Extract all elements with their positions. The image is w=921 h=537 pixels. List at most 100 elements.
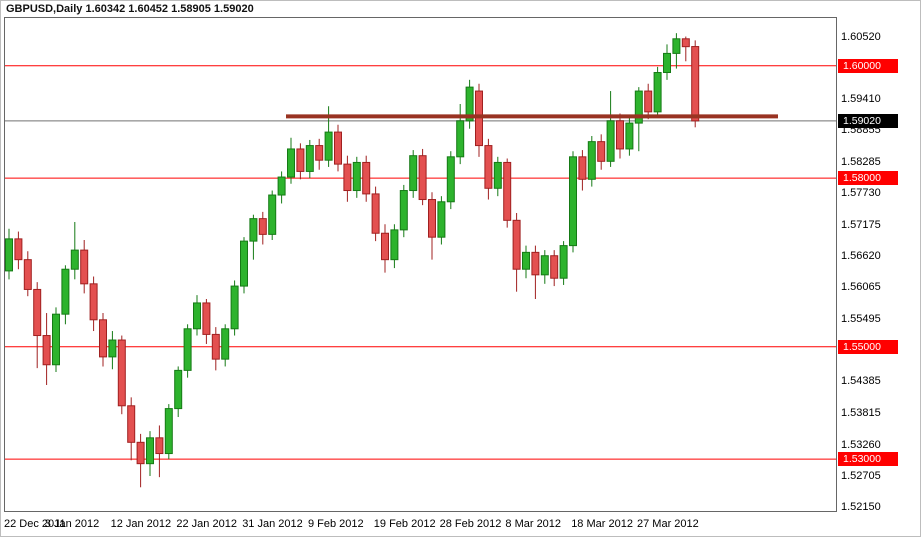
candle	[625, 122, 634, 150]
x-axis-label: 27 Mar 2012	[637, 518, 699, 530]
candle	[136, 441, 145, 465]
candle	[89, 283, 98, 321]
y-axis-tick: 1.55495	[841, 312, 881, 325]
candle	[277, 176, 286, 196]
candle	[14, 238, 23, 261]
price-level-badge: 1.53000	[838, 452, 898, 467]
candle	[362, 161, 371, 195]
candle	[352, 161, 361, 192]
x-axis-label: 9 Feb 2012	[308, 518, 364, 530]
x-axis-label: 28 Feb 2012	[439, 518, 502, 530]
candle	[99, 319, 107, 358]
candle	[540, 255, 549, 276]
candle	[155, 437, 164, 455]
candle	[315, 145, 324, 161]
candle	[240, 240, 248, 287]
candle	[503, 161, 512, 221]
candle	[221, 328, 230, 360]
x-axis-label: 31 Jan 2012	[242, 518, 303, 530]
candle	[653, 72, 662, 113]
candle	[522, 251, 530, 270]
candle	[61, 268, 70, 315]
candle	[42, 335, 51, 366]
candle	[324, 131, 333, 161]
candle	[146, 437, 154, 465]
candle	[597, 141, 606, 162]
x-axis-label: 8 Mar 2012	[505, 518, 562, 530]
candle	[287, 148, 295, 178]
candle	[512, 219, 521, 270]
y-axis-tick: 1.53260	[841, 438, 881, 451]
y-axis-tick: 1.60520	[841, 30, 881, 43]
candle	[634, 90, 643, 124]
candle	[127, 405, 136, 443]
candle	[52, 313, 60, 366]
x-axis-label: 12 Jan 2012	[110, 518, 172, 530]
candle	[33, 288, 42, 337]
y-axis-tick: 1.59410	[841, 92, 881, 105]
y-axis-tick: 1.53815	[841, 407, 881, 420]
candle	[672, 38, 681, 54]
candle	[559, 245, 568, 279]
candle	[296, 148, 305, 172]
candle	[230, 285, 239, 330]
candle	[465, 86, 474, 122]
candle	[437, 201, 446, 238]
candle	[174, 369, 183, 410]
candle	[587, 141, 596, 180]
candle	[268, 194, 277, 235]
y-axis-tick: 1.57730	[841, 187, 881, 200]
candle	[569, 156, 577, 247]
candle	[305, 145, 314, 172]
candle	[164, 408, 173, 455]
candle	[371, 193, 380, 234]
candle	[343, 163, 352, 192]
x-axis-label: 18 Mar 2012	[571, 518, 633, 530]
candle	[80, 249, 89, 285]
y-axis-tick: 1.54385	[841, 375, 881, 388]
candle	[202, 302, 211, 335]
current-price-badge: 1.59020	[838, 113, 898, 128]
candle	[456, 120, 465, 158]
candle	[606, 120, 615, 162]
plot-border	[4, 17, 837, 512]
chart-ohlc-title: GBPUSD,Daily 1.60342 1.60452 1.58905 1.5…	[6, 3, 254, 15]
candle	[5, 238, 13, 272]
candle	[108, 339, 117, 358]
price-level-badge: 1.55000	[838, 339, 898, 354]
candle	[390, 229, 399, 261]
candle	[578, 156, 587, 180]
y-axis-tick: 1.52150	[841, 500, 881, 513]
y-axis-tick: 1.56065	[841, 280, 881, 293]
candle	[193, 302, 201, 330]
candle	[70, 249, 79, 270]
candle	[23, 259, 32, 290]
x-axis-label: 3 Jan 2012	[44, 518, 100, 530]
price-level-badge: 1.60000	[838, 58, 898, 73]
candle	[493, 161, 502, 189]
x-axis-label: 19 Feb 2012	[373, 518, 436, 530]
y-axis-tick: 1.58285	[841, 156, 881, 169]
y-axis-tick: 1.56620	[841, 249, 881, 262]
candle	[183, 328, 192, 371]
candle	[381, 232, 389, 261]
candle	[681, 38, 690, 48]
candle	[258, 218, 267, 235]
candle	[616, 120, 624, 150]
candle	[211, 333, 220, 360]
y-axis-tick: 1.57175	[841, 218, 881, 231]
candle	[399, 190, 408, 231]
candle	[418, 155, 427, 201]
candle	[409, 155, 418, 192]
y-axis-tick: 1.52705	[841, 469, 881, 482]
candle	[428, 199, 436, 238]
candle	[663, 52, 671, 74]
x-axis-label: 22 Dec 2011	[4, 518, 66, 530]
x-axis-label: 22 Jan 2012	[176, 518, 237, 530]
candle	[117, 339, 126, 407]
candle	[550, 255, 559, 279]
candle	[531, 251, 540, 276]
candle	[446, 156, 455, 203]
